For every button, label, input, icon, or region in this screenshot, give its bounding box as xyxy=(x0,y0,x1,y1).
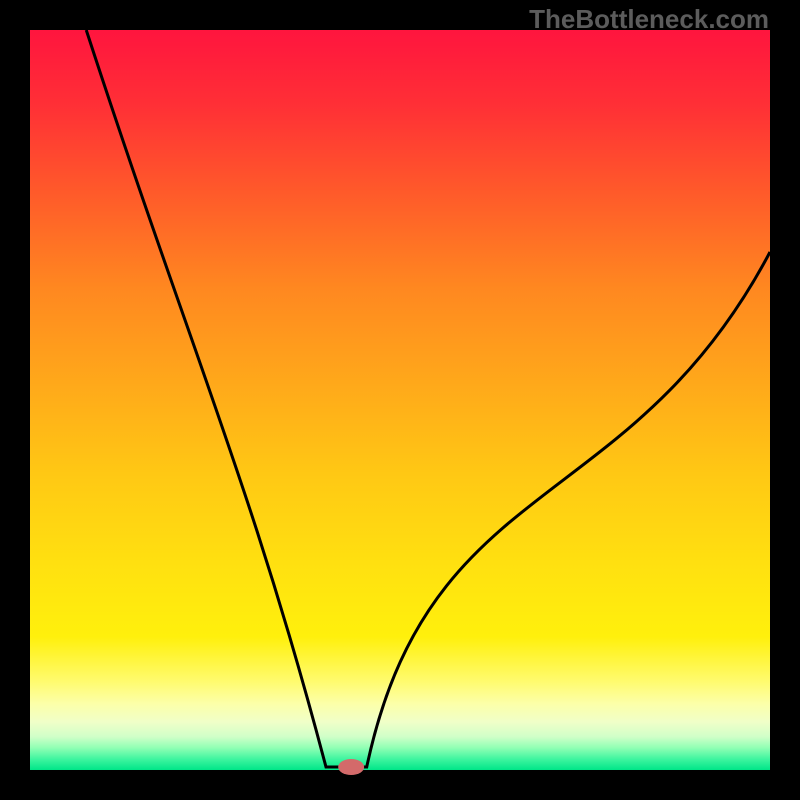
watermark-text: TheBottleneck.com xyxy=(529,4,769,35)
chart-container: { "meta": { "width": 800, "height": 800,… xyxy=(0,0,800,800)
bottleneck-chart xyxy=(0,0,800,800)
optimal-point-marker xyxy=(338,759,364,775)
